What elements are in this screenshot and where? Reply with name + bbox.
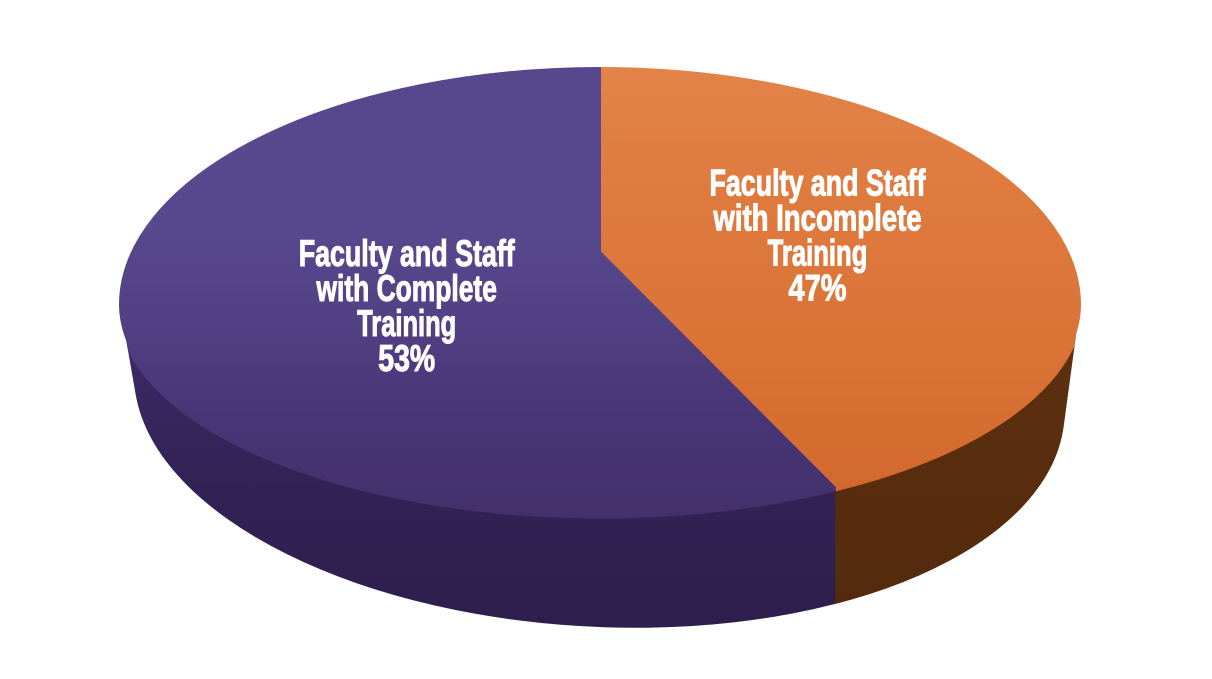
svg-text:Training: Training <box>357 303 456 344</box>
svg-text:Training: Training <box>768 233 868 274</box>
svg-text:with Incomplete: with Incomplete <box>713 198 922 239</box>
svg-text:47%: 47% <box>789 268 847 309</box>
svg-text:53%: 53% <box>378 338 435 379</box>
svg-text:Faculty and Staff: Faculty and Staff <box>299 233 515 274</box>
svg-text:Faculty and Staff: Faculty and Staff <box>710 163 926 204</box>
svg-text:with Complete: with Complete <box>316 268 497 309</box>
